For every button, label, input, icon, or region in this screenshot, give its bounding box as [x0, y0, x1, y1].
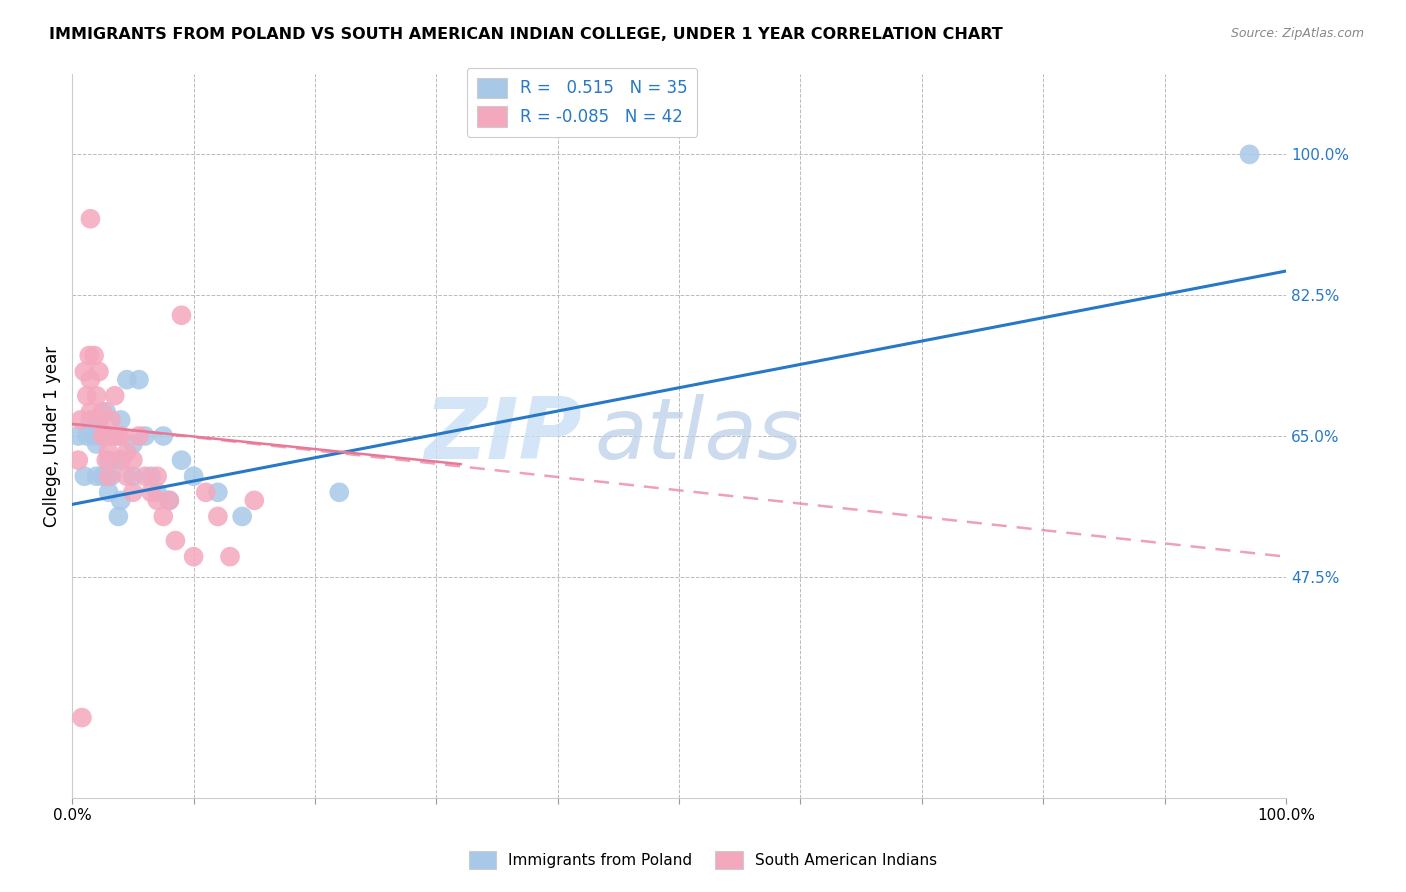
- Point: [194, 485, 217, 500]
- Point: [100, 469, 122, 483]
- Point: [86, 437, 108, 451]
- Point: [152, 509, 174, 524]
- Point: [96, 453, 118, 467]
- Point: [183, 549, 205, 564]
- Point: [110, 453, 132, 467]
- Point: [76, 389, 98, 403]
- Point: [91, 469, 114, 483]
- Y-axis label: College, Under 1 year: College, Under 1 year: [44, 345, 60, 526]
- Point: [79, 405, 101, 419]
- Point: [110, 453, 132, 467]
- Point: [152, 429, 174, 443]
- Point: [157, 493, 180, 508]
- Point: [67, 429, 90, 443]
- Point: [122, 469, 145, 483]
- Point: [165, 533, 187, 548]
- Point: [134, 469, 156, 483]
- Point: [97, 445, 120, 459]
- Point: [115, 373, 138, 387]
- Point: [107, 429, 129, 443]
- Text: Source: ZipAtlas.com: Source: ZipAtlas.com: [1230, 27, 1364, 40]
- Point: [96, 429, 118, 443]
- Point: [77, 349, 100, 363]
- Point: [243, 493, 266, 508]
- Point: [91, 429, 114, 443]
- Point: [87, 365, 110, 379]
- Text: atlas: atlas: [595, 394, 803, 477]
- Point: [231, 509, 253, 524]
- Legend: R =   0.515   N = 35, R = -0.085   N = 42: R = 0.515 N = 35, R = -0.085 N = 42: [467, 68, 697, 136]
- Point: [115, 445, 138, 459]
- Point: [122, 485, 145, 500]
- Point: [97, 469, 120, 483]
- Point: [139, 485, 162, 500]
- Point: [128, 429, 150, 443]
- Point: [328, 485, 350, 500]
- Point: [110, 493, 132, 508]
- Point: [122, 453, 145, 467]
- Point: [73, 365, 96, 379]
- Point: [146, 493, 169, 508]
- Text: IMMIGRANTS FROM POLAND VS SOUTH AMERICAN INDIAN COLLEGE, UNDER 1 YEAR CORRELATIO: IMMIGRANTS FROM POLAND VS SOUTH AMERICAN…: [49, 27, 1002, 42]
- Point: [183, 469, 205, 483]
- Point: [79, 413, 101, 427]
- Point: [122, 437, 145, 451]
- Point: [69, 413, 91, 427]
- Point: [1239, 147, 1261, 161]
- Point: [170, 453, 193, 467]
- Point: [83, 349, 105, 363]
- Point: [87, 413, 110, 427]
- Point: [79, 211, 101, 226]
- Point: [83, 429, 105, 443]
- Point: [97, 429, 120, 443]
- Point: [96, 405, 118, 419]
- Point: [115, 469, 138, 483]
- Point: [107, 509, 129, 524]
- Point: [100, 413, 122, 427]
- Point: [110, 429, 132, 443]
- Point: [104, 389, 127, 403]
- Point: [128, 373, 150, 387]
- Point: [170, 308, 193, 322]
- Point: [86, 413, 108, 427]
- Point: [91, 405, 114, 419]
- Point: [97, 453, 120, 467]
- Point: [76, 429, 98, 443]
- Point: [139, 469, 162, 483]
- Point: [146, 485, 169, 500]
- Text: ZIP: ZIP: [425, 394, 582, 477]
- Point: [207, 485, 229, 500]
- Point: [146, 469, 169, 483]
- Point: [110, 413, 132, 427]
- Point: [79, 373, 101, 387]
- Point: [73, 469, 96, 483]
- Point: [97, 485, 120, 500]
- Legend: Immigrants from Poland, South American Indians: Immigrants from Poland, South American I…: [463, 845, 943, 875]
- Point: [157, 493, 180, 508]
- Point: [86, 389, 108, 403]
- Point: [134, 429, 156, 443]
- Point: [207, 509, 229, 524]
- Point: [104, 429, 127, 443]
- Point: [67, 453, 90, 467]
- Point: [86, 469, 108, 483]
- Point: [91, 429, 114, 443]
- Point: [70, 710, 93, 724]
- Point: [219, 549, 242, 564]
